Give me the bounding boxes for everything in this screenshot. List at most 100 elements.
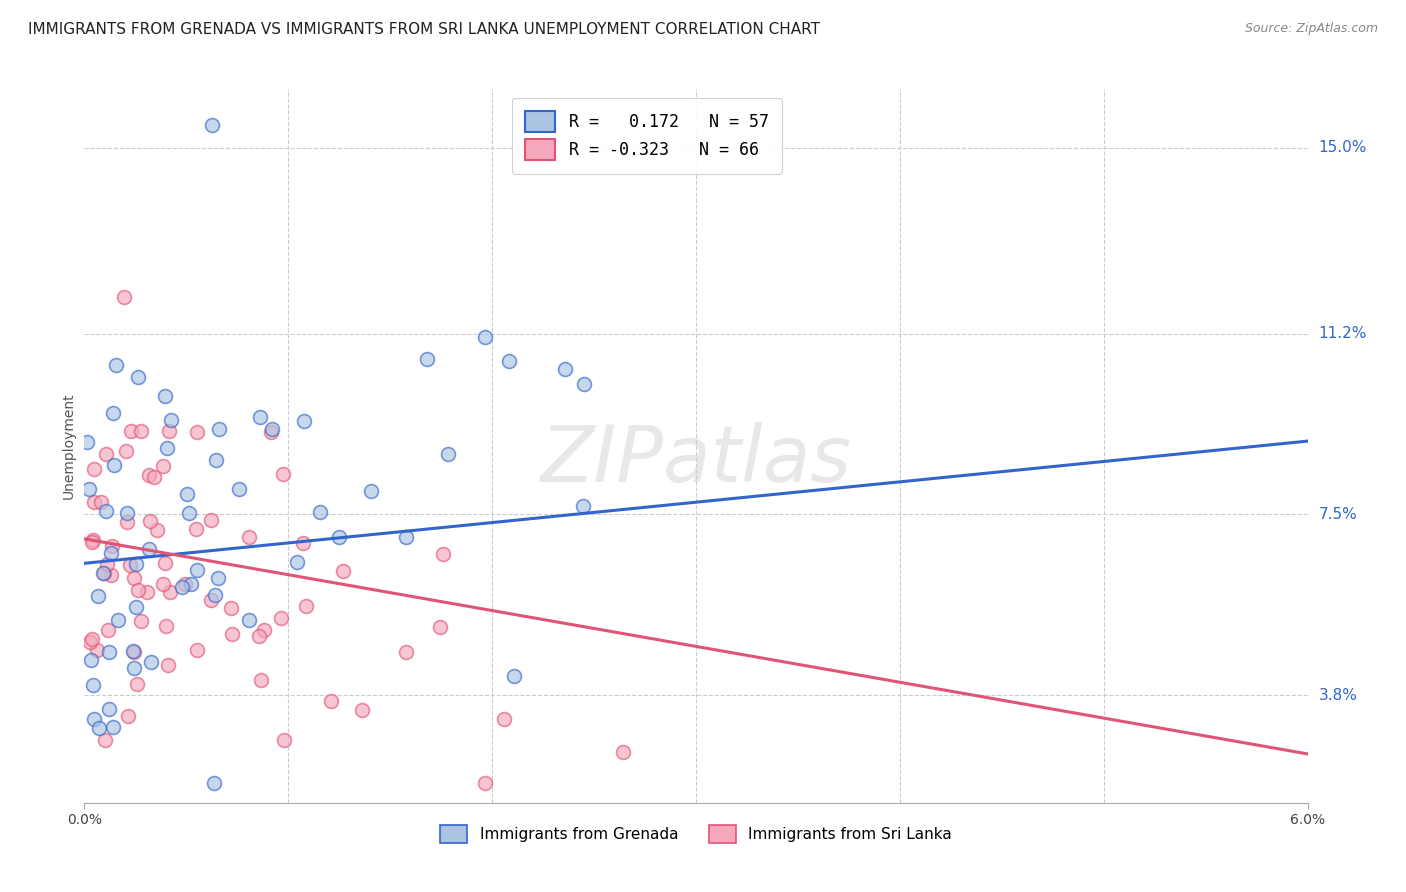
Point (94, 447, 117, 461)
Point (494, 712, 516, 726)
Point (202, 776, 225, 790)
Point (292, 414, 315, 428)
Point (127, 370, 149, 384)
Point (83, 495, 105, 509)
Point (252, 623, 274, 637)
Point (273, 733, 295, 747)
Point (79, 635, 101, 649)
Point (432, 547, 454, 561)
Point (179, 506, 201, 520)
Point (221, 627, 243, 641)
Point (291, 536, 314, 550)
Point (138, 467, 160, 482)
Point (115, 515, 138, 529)
Point (90, 495, 112, 509)
Point (153, 389, 176, 403)
Point (207, 571, 229, 585)
Point (124, 571, 146, 585)
Point (200, 512, 222, 526)
Point (247, 629, 270, 643)
Point (360, 483, 382, 498)
Point (294, 599, 316, 614)
Point (83, 462, 105, 476)
Point (103, 458, 125, 472)
Point (429, 620, 451, 634)
Point (96, 557, 118, 571)
Point (146, 523, 169, 537)
Point (117, 709, 139, 723)
Point (122, 660, 145, 674)
Point (309, 505, 332, 519)
Point (238, 614, 260, 628)
Point (118, 558, 141, 572)
Text: IMMIGRANTS FROM GRENADA VS IMMIGRANTS FROM SRI LANKA UNEMPLOYMENT CORRELATION CH: IMMIGRANTS FROM GRENADA VS IMMIGRANTS FR… (28, 22, 820, 37)
Point (152, 577, 174, 591)
Point (125, 599, 148, 614)
Text: 7.5%: 7.5% (1319, 507, 1357, 522)
Point (127, 677, 149, 691)
Point (174, 577, 197, 591)
Point (219, 601, 242, 615)
Point (91, 566, 114, 580)
Point (416, 352, 439, 367)
Text: ZIPatlas: ZIPatlas (540, 422, 852, 499)
Point (180, 576, 202, 591)
Point (80, 535, 103, 549)
Point (238, 530, 260, 544)
Point (176, 487, 198, 501)
Point (352, 703, 374, 717)
Point (503, 669, 526, 683)
Point (125, 557, 148, 571)
Point (141, 655, 163, 669)
Point (159, 584, 181, 599)
Point (204, 453, 226, 467)
Point (156, 441, 179, 455)
Point (101, 720, 124, 734)
Point (437, 447, 460, 461)
Point (395, 645, 418, 659)
Text: 11.2%: 11.2% (1319, 326, 1367, 341)
Point (156, 657, 179, 672)
Point (120, 424, 142, 438)
Point (115, 444, 138, 458)
Y-axis label: Unemployment: Unemployment (62, 392, 76, 500)
Point (574, 377, 596, 392)
Point (107, 613, 129, 627)
Point (554, 362, 576, 376)
Point (82, 533, 104, 547)
Point (321, 693, 343, 707)
Point (83, 713, 105, 727)
Point (93, 566, 115, 580)
Point (200, 593, 222, 607)
Point (97, 623, 120, 637)
Point (80, 653, 103, 667)
Point (100, 567, 122, 582)
Point (474, 329, 496, 343)
Point (228, 482, 250, 496)
Point (129, 614, 152, 628)
Point (260, 425, 283, 439)
Point (572, 499, 595, 513)
Point (76, 435, 98, 450)
Point (122, 645, 145, 659)
Point (170, 580, 193, 594)
Point (86, 643, 108, 657)
Point (271, 467, 294, 481)
Point (86, 589, 108, 603)
Point (332, 564, 354, 578)
Point (152, 459, 174, 474)
Point (155, 619, 177, 633)
Point (184, 522, 207, 536)
Point (103, 406, 125, 420)
Point (112, 290, 135, 304)
Legend: Immigrants from Grenada, Immigrants from Sri Lanka: Immigrants from Grenada, Immigrants from… (433, 819, 959, 848)
Point (395, 530, 418, 544)
Point (153, 557, 176, 571)
Point (186, 563, 208, 577)
Point (100, 546, 122, 560)
Point (142, 469, 165, 483)
Point (82, 678, 104, 692)
Point (498, 354, 520, 368)
Point (127, 582, 149, 597)
Point (474, 776, 496, 790)
